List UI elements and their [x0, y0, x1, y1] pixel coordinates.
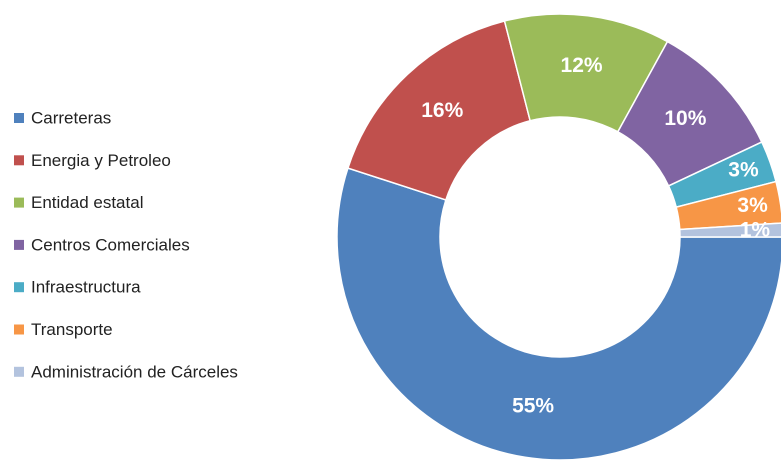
donut-slice	[336, 167, 781, 461]
legend-text: Centros Comerciales	[31, 235, 190, 254]
value-label: 10%	[664, 107, 706, 130]
legend-swatch	[14, 113, 24, 123]
legend-text: Transporte	[31, 320, 113, 339]
legend-text: Entidad estatal	[31, 193, 143, 212]
donut-slice	[678, 222, 781, 238]
legend-swatch	[14, 155, 24, 166]
value-label: 1%	[740, 218, 771, 241]
legend-swatch	[14, 324, 24, 335]
legend-text: Carreteras	[31, 108, 111, 127]
legend-swatch	[14, 239, 24, 250]
value-label: 12%	[561, 54, 603, 77]
value-label: 3%	[728, 158, 759, 181]
value-label: 16%	[421, 99, 463, 122]
legend-swatch	[14, 282, 24, 293]
value-label: 3%	[737, 194, 768, 217]
legend-text: Energia y Petroleo	[31, 151, 171, 170]
legend-text: Administración de Cárceles	[31, 362, 238, 381]
donut-slice	[346, 20, 532, 201]
legend-swatch	[14, 197, 24, 208]
legend-swatch	[14, 366, 24, 377]
value-label: 55%	[512, 394, 554, 417]
legend-text: Infraestructura	[31, 278, 141, 297]
